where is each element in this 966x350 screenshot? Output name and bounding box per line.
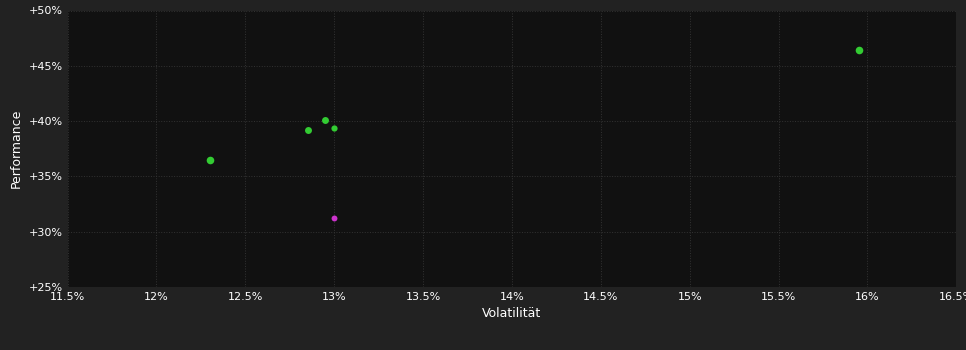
Point	[318, 117, 333, 123]
Point	[299, 127, 315, 133]
Point	[851, 48, 867, 53]
Point	[327, 216, 342, 221]
Point	[202, 157, 217, 163]
X-axis label: Volatilität: Volatilität	[482, 307, 542, 320]
Y-axis label: Performance: Performance	[10, 109, 23, 188]
Point	[327, 125, 342, 131]
